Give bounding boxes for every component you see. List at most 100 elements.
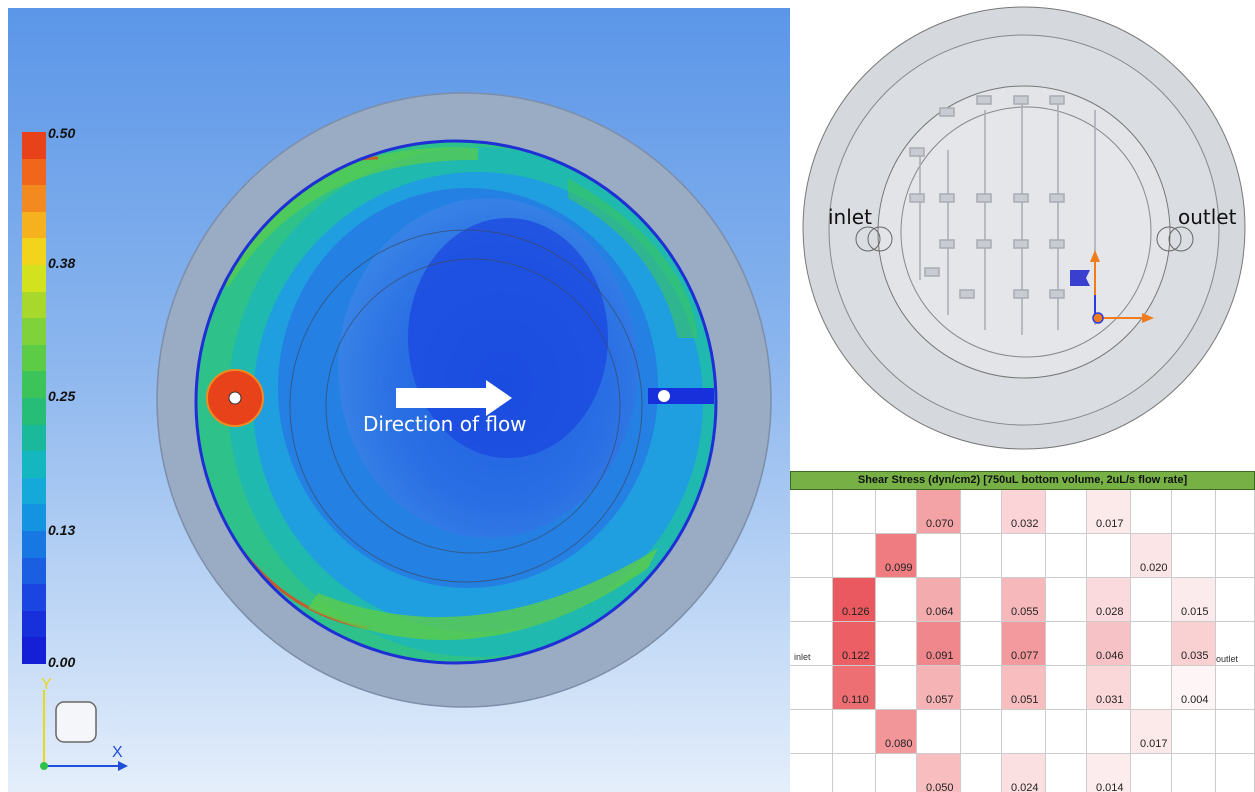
colorbar-segment [22, 344, 46, 372]
flow-direction-label: Direction of flow [363, 412, 527, 436]
colorbar-segment [22, 158, 46, 186]
table-cell [876, 754, 917, 792]
table-cell: 0.028 [1087, 578, 1131, 622]
table-cell: 0.050 [917, 754, 961, 792]
cell-value: 0.050 [926, 782, 954, 792]
table-cell [1216, 666, 1255, 710]
cell-value: 0.046 [1096, 650, 1124, 662]
table-cell: 0.077 [1002, 622, 1046, 666]
axis-y-label: Y [41, 676, 52, 693]
table-cell [961, 578, 1002, 622]
table-cell: 0.015 [1172, 578, 1216, 622]
cell-value: 0.099 [885, 562, 913, 574]
table-cell [1216, 622, 1255, 666]
table-cell: 0.024 [1002, 754, 1046, 792]
table-cell [876, 490, 917, 534]
table-cell: 0.032 [1002, 490, 1046, 534]
table-cell [790, 578, 833, 622]
colorbar-segment [22, 610, 46, 638]
table-cell [961, 534, 1002, 578]
colorbar-segment [22, 451, 46, 478]
table-cell [833, 710, 876, 754]
row-label-outlet: outlet [1216, 654, 1239, 664]
cell-value: 0.028 [1096, 606, 1124, 618]
cell-value: 0.126 [842, 606, 870, 618]
table-cell [1131, 622, 1172, 666]
table-cell: 0.126 [833, 578, 876, 622]
table-cell [1046, 666, 1087, 710]
table-cell [1131, 666, 1172, 710]
table-cell [1046, 710, 1087, 754]
table-cell [961, 622, 1002, 666]
table-cell [833, 534, 876, 578]
cell-value: 0.004 [1181, 694, 1209, 706]
table-cell: 0.004 [1172, 666, 1216, 710]
table-cell: 0.017 [1087, 490, 1131, 534]
outlet-label: outlet [1178, 205, 1237, 229]
table-cell [1046, 622, 1087, 666]
table-cell [1087, 710, 1131, 754]
colorbar-segment [22, 584, 46, 611]
outlet-port [658, 390, 670, 402]
contour-plot [156, 92, 772, 708]
table-cell [1216, 534, 1255, 578]
colorbar-tick-2: 0.38 [48, 255, 76, 271]
inlet-port [228, 391, 242, 405]
table-cell: 0.031 [1087, 666, 1131, 710]
colorbar-segment [22, 530, 46, 558]
cell-value: 0.091 [926, 650, 954, 662]
cell-value: 0.017 [1096, 518, 1124, 530]
table-cell [833, 490, 876, 534]
cell-value: 0.057 [926, 694, 954, 706]
table-cell [876, 578, 917, 622]
cell-value: 0.110 [842, 694, 869, 706]
table-cell [1002, 534, 1046, 578]
colorbar-segment [22, 397, 46, 425]
table-cell: 0.055 [1002, 578, 1046, 622]
table-cell [1172, 534, 1216, 578]
colorbar-segment [22, 424, 46, 452]
table-cell: 0.070 [917, 490, 961, 534]
table-cell: 0.046 [1087, 622, 1131, 666]
table-cell [876, 666, 917, 710]
table-cell: 0.091 [917, 622, 961, 666]
inlet-label: inlet [828, 205, 872, 229]
table-title: Shear Stress (dyn/cm2) [750uL bottom vol… [790, 471, 1255, 490]
colorbar-segment [22, 264, 46, 292]
colorbar-segment [22, 318, 46, 345]
cell-value: 0.064 [926, 606, 954, 618]
cell-value: 0.080 [885, 738, 913, 750]
model-svg [802, 6, 1246, 450]
axis-x-label: X [112, 744, 123, 761]
table-cell [1002, 710, 1046, 754]
table-cell [790, 754, 833, 792]
table-cell [790, 534, 833, 578]
table-cell [790, 622, 833, 666]
colorbar-segment [22, 557, 46, 585]
colorbar-segment [22, 291, 46, 319]
table-cell: 0.080 [876, 710, 917, 754]
shear-stress-table: Shear Stress (dyn/cm2) [750uL bottom vol… [790, 471, 1255, 792]
table-cell [1216, 710, 1255, 754]
cell-value: 0.015 [1181, 606, 1209, 618]
table-cell [1046, 490, 1087, 534]
colorbar-segment [22, 504, 46, 531]
table-cell: 0.099 [876, 534, 917, 578]
table-cell: 0.035 [1172, 622, 1216, 666]
table-cell [961, 710, 1002, 754]
colorbar-segment [22, 371, 46, 398]
cell-value: 0.077 [1011, 650, 1039, 662]
colorbar-segment [22, 637, 46, 664]
colorbar-segment [22, 477, 46, 505]
cell-value: 0.017 [1140, 738, 1168, 750]
row-label-inlet: inlet [794, 652, 811, 662]
colorbar-segment [22, 132, 46, 159]
cell-value: 0.122 [842, 650, 870, 662]
colorbar-segment [22, 185, 46, 212]
table-cell [961, 754, 1002, 792]
table-cell [917, 534, 961, 578]
colorbar-tick-min: 0.00 [48, 654, 76, 670]
table-cell: 0.122 [833, 622, 876, 666]
colorbar-tick-max: 0.50 [48, 125, 76, 141]
table-cell: 0.064 [917, 578, 961, 622]
